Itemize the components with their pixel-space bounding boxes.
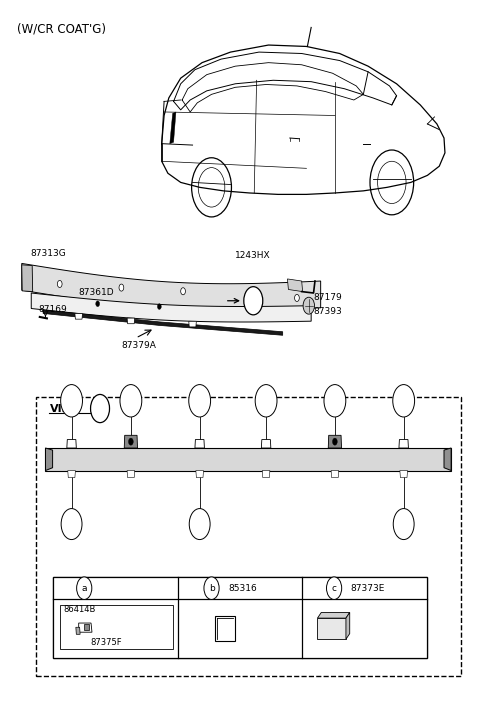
FancyBboxPatch shape — [53, 577, 427, 658]
Circle shape — [393, 508, 414, 540]
Text: b: b — [209, 584, 215, 593]
Text: a: a — [401, 395, 407, 406]
Text: 86414B: 86414B — [63, 605, 96, 614]
Polygon shape — [261, 439, 271, 448]
FancyBboxPatch shape — [60, 605, 173, 650]
Polygon shape — [124, 435, 137, 448]
Polygon shape — [127, 471, 135, 478]
FancyBboxPatch shape — [215, 616, 235, 641]
Polygon shape — [53, 577, 427, 658]
Circle shape — [157, 304, 161, 310]
Text: 87393: 87393 — [313, 307, 342, 316]
Circle shape — [129, 438, 133, 445]
Polygon shape — [22, 263, 321, 310]
Circle shape — [61, 508, 82, 540]
Polygon shape — [189, 322, 196, 327]
Circle shape — [180, 288, 185, 295]
Text: 87179: 87179 — [313, 293, 342, 302]
Polygon shape — [444, 448, 451, 471]
Text: c: c — [197, 519, 203, 529]
Polygon shape — [328, 435, 342, 448]
Polygon shape — [46, 448, 451, 471]
Polygon shape — [331, 471, 339, 478]
Circle shape — [247, 292, 252, 299]
Circle shape — [77, 577, 92, 599]
Text: a: a — [263, 395, 269, 406]
Polygon shape — [195, 439, 204, 448]
Text: 87169: 87169 — [38, 305, 67, 314]
Polygon shape — [68, 471, 75, 478]
Text: 87373E: 87373E — [350, 584, 384, 593]
Polygon shape — [127, 318, 135, 324]
Text: VIEW: VIEW — [50, 404, 83, 415]
Polygon shape — [288, 279, 302, 292]
Polygon shape — [317, 618, 346, 639]
Circle shape — [255, 385, 277, 417]
Circle shape — [189, 508, 210, 540]
Circle shape — [119, 284, 124, 291]
Text: 1243HX: 1243HX — [235, 251, 271, 260]
Polygon shape — [76, 627, 80, 634]
Text: c: c — [69, 519, 74, 529]
Circle shape — [189, 385, 211, 417]
Text: b: b — [332, 395, 338, 406]
Polygon shape — [399, 439, 408, 448]
Text: c: c — [401, 519, 407, 529]
Text: 87375F: 87375F — [91, 638, 122, 648]
Polygon shape — [196, 471, 204, 478]
Circle shape — [60, 385, 83, 417]
Polygon shape — [22, 265, 33, 292]
Polygon shape — [170, 112, 176, 143]
Text: a: a — [197, 395, 203, 406]
Text: 87361D: 87361D — [79, 288, 114, 297]
Circle shape — [324, 385, 346, 417]
Text: a: a — [82, 584, 87, 593]
Circle shape — [91, 395, 109, 422]
Polygon shape — [43, 310, 283, 335]
Circle shape — [295, 295, 300, 302]
Polygon shape — [79, 623, 92, 632]
Text: 87313G: 87313G — [30, 249, 66, 258]
Polygon shape — [346, 613, 350, 639]
Circle shape — [244, 287, 263, 315]
Text: a: a — [69, 395, 74, 406]
Polygon shape — [75, 314, 83, 320]
Text: c: c — [332, 584, 336, 593]
Circle shape — [393, 385, 415, 417]
Polygon shape — [317, 613, 350, 618]
Polygon shape — [67, 439, 76, 448]
Text: A: A — [96, 403, 104, 413]
Circle shape — [303, 297, 314, 314]
FancyBboxPatch shape — [36, 398, 461, 675]
Text: 85316: 85316 — [228, 584, 257, 593]
Text: A: A — [249, 296, 257, 306]
Circle shape — [204, 577, 219, 599]
Circle shape — [120, 385, 142, 417]
Text: 87379A: 87379A — [121, 341, 156, 350]
FancyBboxPatch shape — [84, 625, 89, 630]
Polygon shape — [31, 293, 311, 322]
Circle shape — [333, 438, 337, 445]
Circle shape — [57, 280, 62, 288]
Text: (W/CR COAT'G): (W/CR COAT'G) — [17, 23, 106, 36]
Text: b: b — [128, 395, 134, 406]
Polygon shape — [400, 471, 408, 478]
Circle shape — [326, 577, 342, 599]
Polygon shape — [46, 448, 53, 471]
Polygon shape — [262, 471, 270, 478]
Circle shape — [96, 301, 99, 307]
